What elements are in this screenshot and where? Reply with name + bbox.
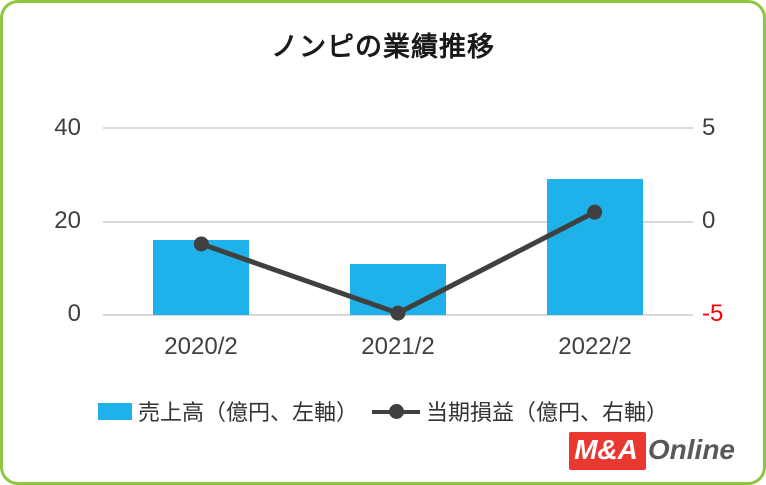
line-marker-2022/2: [587, 204, 603, 220]
left-axis-tick-20: 20: [54, 207, 81, 234]
legend-item-line: 当期損益（億円、右軸）: [372, 395, 668, 427]
right-axis-tick-neg5: -5: [702, 300, 724, 327]
ma-online-logo: M&A Online: [569, 432, 735, 470]
chart-title: ノンピの業績推移: [271, 32, 495, 62]
x-label-2020: 2020/2: [164, 333, 238, 360]
right-axis-tick-5: 5: [702, 114, 716, 141]
line-marker-2021/2: [390, 305, 406, 321]
logo-ma-mark: M&A: [569, 432, 646, 470]
left-axis-tick-40: 40: [54, 114, 81, 141]
chart-legend: 売上高（億円、左軸） 当期損益（億円、右軸）: [3, 395, 763, 427]
right-axis-tick-0: 0: [702, 207, 716, 234]
line-legend-marker-icon: [372, 403, 420, 419]
gridline-middle: [103, 220, 693, 223]
x-label-2021: 2021/2: [361, 333, 435, 360]
x-label-2022: 2022/2: [558, 333, 632, 360]
line-series-path: [200, 209, 596, 316]
bar-2022/2: [546, 179, 643, 315]
legend-item-bar: 売上高（億円、左軸）: [97, 395, 358, 427]
line-legend-label: 当期損益（億円、右軸）: [426, 400, 669, 425]
gridline-top: [103, 127, 693, 129]
bar-legend-swatch-icon: [97, 402, 132, 420]
plot-area: [103, 127, 693, 321]
line-series-svg: [193, 204, 603, 321]
bar-legend-label: 売上高（億円、左軸）: [137, 400, 358, 425]
line-legend-dot: [389, 403, 404, 419]
line-marker-2020/2: [193, 236, 209, 252]
logo-online-text: Online: [647, 434, 735, 465]
left-axis-tick-0: 0: [67, 300, 81, 327]
